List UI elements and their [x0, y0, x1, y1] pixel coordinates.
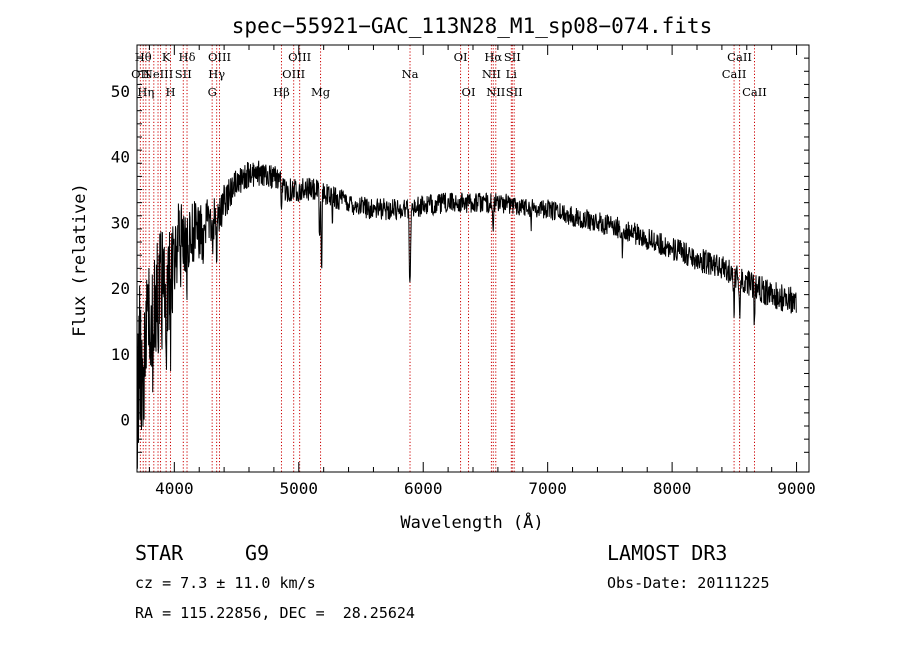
spectral-line-label: SII	[504, 50, 521, 64]
spectral-line-label: NII	[482, 67, 501, 81]
spectral-line-label: OI	[462, 85, 476, 99]
spectral-line-label: Hβ	[273, 85, 290, 99]
x-tick-label: 9000	[777, 479, 816, 498]
spectral-line-label: Hα	[484, 50, 502, 64]
spectral-line-label: Na	[402, 67, 419, 81]
object-class: STAR	[135, 541, 184, 565]
spectral-line-label: NII	[486, 85, 505, 99]
spectrum-trace	[136, 160, 797, 469]
spectral-line-label: Hη	[137, 85, 154, 99]
spectral-line-labels: OIIHθHηNeIIIKHSIIHδGHγOIIIHβOIIIOIIIMgNa…	[131, 50, 767, 99]
spectral-line-label: Hθ	[135, 50, 152, 64]
spectral-line-label: NeIII	[143, 67, 174, 81]
spectral-line-label: CaII	[742, 85, 767, 99]
x-tick-label: 7000	[528, 479, 567, 498]
chart-title: spec−55921−GAC_113N28_M1_sp08−074.fits	[232, 14, 712, 38]
spectral-line-label: OI	[454, 50, 468, 64]
x-tick-label: 6000	[404, 479, 443, 498]
y-tick-label: 10	[111, 345, 130, 364]
y-tick-label: 40	[111, 148, 130, 167]
spectral-line-label: G	[208, 85, 217, 99]
y-axis-label: Flux (relative)	[70, 183, 90, 337]
spectral-line-label: Hγ	[208, 67, 225, 81]
spectral-line-label: OII	[131, 67, 150, 81]
spectral-line-markers	[139, 45, 755, 472]
spectral-line-label: OIII	[282, 67, 305, 81]
y-tick-label: 0	[120, 410, 130, 429]
x-tick-label: 4000	[155, 479, 194, 498]
spectral-line-label: H	[165, 85, 175, 99]
x-tick-label: 8000	[653, 479, 692, 498]
spectrum-series	[136, 160, 797, 469]
spectral-line-label: Hδ	[179, 50, 196, 64]
spectral-line-label: Mg	[311, 85, 331, 99]
object-subclass: G9	[245, 541, 270, 565]
coordinates-text: RA = 115.22856, DEC = 28.25624	[135, 604, 415, 622]
y-tick-label: 30	[111, 213, 130, 232]
spectral-line-label: OIII	[288, 50, 311, 64]
spectral-line-label: SII	[506, 85, 523, 99]
x-tick-label: 5000	[280, 479, 319, 498]
redshift-text: cz = 7.3 ± 11.0 km/s	[135, 574, 316, 592]
spectral-line-label: SII	[175, 67, 192, 81]
y-tick-label: 20	[111, 279, 130, 298]
obs-date-text: Obs-Date: 20111225	[607, 574, 770, 592]
spectral-line-label: CaII	[727, 50, 752, 64]
spectral-line-label: Li	[506, 67, 518, 81]
x-axis-label: Wavelength (Å)	[400, 511, 543, 533]
spectral-line-label: CaII	[722, 67, 747, 81]
spectral-line-label: K	[162, 50, 171, 64]
spectral-line-label: OIII	[208, 50, 231, 64]
axes: 4000 5000 6000 7000 8000 9000 0 10 20 30 40 50	[111, 45, 816, 498]
survey-name: LAMOST DR3	[607, 541, 728, 565]
y-tick-label: 50	[111, 82, 130, 101]
